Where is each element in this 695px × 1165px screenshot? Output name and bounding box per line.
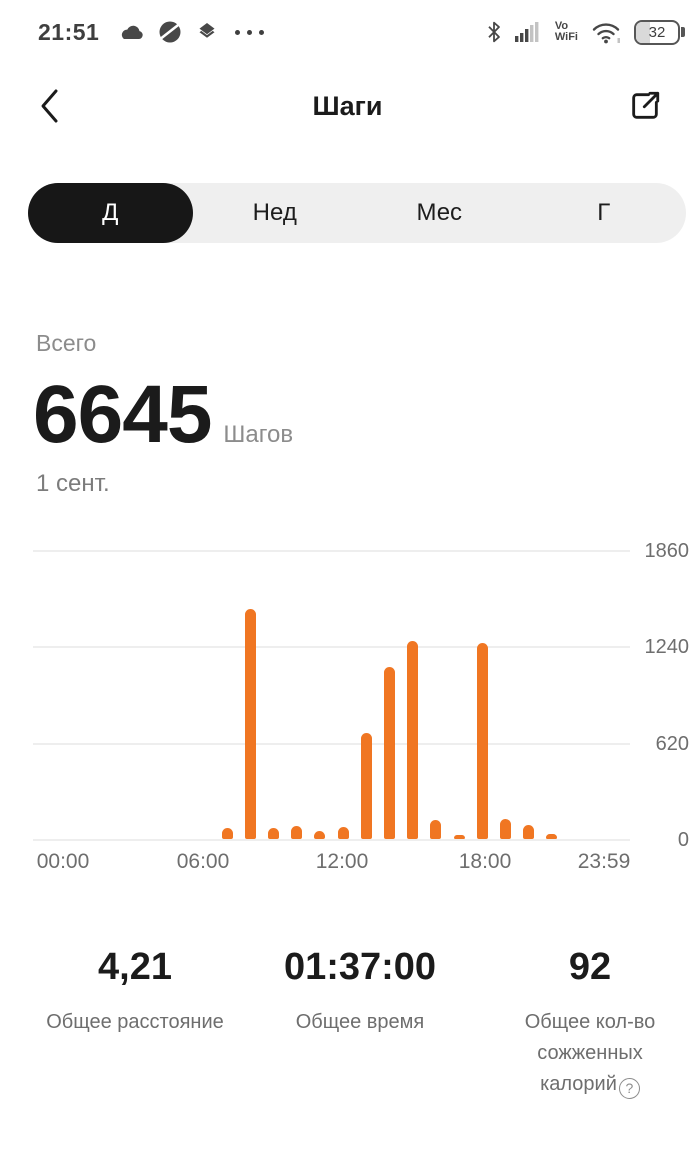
distance-label: Общее расстояние [46,1010,224,1033]
calories-label-line1: Общее кол-во [524,1010,656,1033]
chart-gridline [33,646,630,649]
clock-time: 21:51 [38,18,100,45]
chart-bar[interactable] [360,733,372,839]
chart-gridline [33,550,630,553]
layers-icon [195,20,219,44]
chart-bar[interactable] [499,818,511,839]
page-title: Шаги [312,90,383,121]
tab-week[interactable]: Нед [252,199,297,226]
stat-time: 01:37:00 Общее время [270,945,450,1038]
date-label: 1 сент. [36,470,110,497]
vowifi-indicator: Vo WiFi [554,20,578,43]
distance-value: 4,21 [98,946,172,988]
cloud-icon [119,22,145,42]
steps-unit-label: Шагов [223,421,294,448]
tab-year[interactable]: Г [597,199,611,226]
total-steps-value: 6645 [33,369,212,460]
chart-plot: 0 620 1240 1860 00:00 06:00 12:00 18:00 23:59 [0,520,695,890]
more-dots-icon [235,29,265,35]
chart-bar[interactable] [453,835,465,839]
back-button[interactable] [30,86,70,126]
total-label: Всего [36,330,97,356]
header: Шаги [0,80,695,132]
calories-value: 92 [568,946,612,988]
bluetooth-icon [486,20,502,44]
y-axis-tick-label: 620 [655,732,689,755]
y-axis-tick-label: 1860 [644,540,690,563]
share-button[interactable] [625,86,665,126]
calories-label: Общее кол-во сожженных калорий? [495,1007,685,1100]
time-value: 01:37:00 [283,946,437,988]
x-axis-tick-label: 06:00 [176,850,230,873]
period-segmented-control: Д Нед Мес Г [28,183,686,243]
chart-bar[interactable] [221,828,233,839]
chart-bar[interactable] [267,828,279,839]
tab-month[interactable]: Мес [416,199,463,226]
x-axis-tick-label: 23:59 [577,850,631,873]
status-bar: 21:51 [0,12,695,52]
signal-icon [514,21,542,43]
x-axis-tick-label: 12:00 [315,850,369,873]
time-label: Общее время [295,1010,425,1033]
battery-icon: 32 [634,19,680,45]
chart-bar[interactable] [546,833,558,839]
chart-bar[interactable] [407,640,419,839]
chart-bar[interactable] [523,825,535,839]
chart-bar[interactable] [291,825,303,839]
battery-nub [681,27,685,37]
stat-calories: 92 Общее кол-во сожженных калорий? [495,945,685,1100]
x-axis-tick-label: 18:00 [458,850,512,873]
steps-bar-chart: 0 620 1240 1860 00:00 06:00 12:00 18:00 23:59 [0,520,695,890]
y-axis-tick-label: 0 [677,829,689,851]
wifi-icon [591,21,621,44]
tab-day[interactable]: Д [28,183,193,243]
stat-distance: 4,21 Общее расстояние [0,945,270,1038]
calories-label-line3: калорий? [495,1069,685,1100]
chart-bar[interactable] [314,831,326,839]
y-axis-tick-label: 1240 [644,636,690,659]
chart-bar[interactable] [244,609,256,839]
calories-label-line2: сожженных [537,1041,643,1064]
chart-bar[interactable] [476,642,488,839]
total-value-row: 6645 Шагов [33,374,293,456]
planet-icon [157,19,183,45]
chart-bar[interactable] [430,820,442,839]
chart-bar[interactable] [383,666,395,839]
help-icon[interactable]: ? [618,1077,640,1099]
chart-gridline [33,839,630,841]
x-axis-tick-label: 00:00 [36,850,90,873]
chart-gridline [33,742,630,745]
battery-percent: 32 [648,23,666,41]
chart-bar[interactable] [337,827,349,839]
